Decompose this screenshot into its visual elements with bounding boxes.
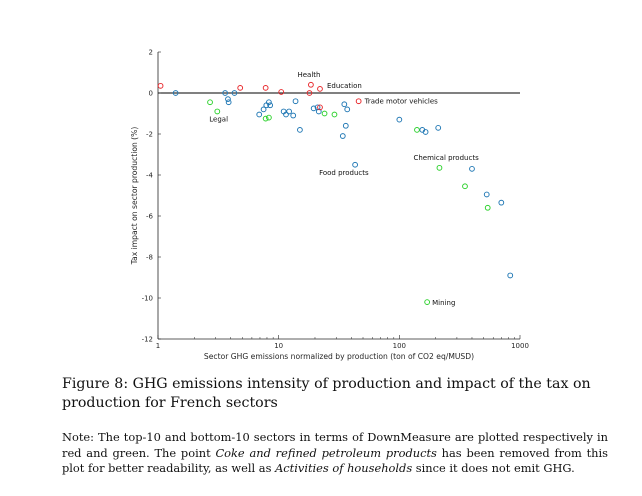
figure-caption: Figure 8: GHG emissions intensity of pro… xyxy=(62,376,591,411)
y-tick-label: -4 xyxy=(146,172,154,180)
data-point-bottom10 xyxy=(331,111,338,118)
data-point-bottom10 xyxy=(266,114,272,121)
note-emphasis-1: Coke and refined petroleum products xyxy=(215,445,437,460)
data-point-other xyxy=(483,191,490,198)
y-tick-label: -10 xyxy=(142,295,153,303)
x-tick-label: 1 xyxy=(156,342,160,350)
data-point-bottom10 xyxy=(207,99,213,106)
annotation-label: Legal xyxy=(209,115,228,123)
data-point-top10 xyxy=(306,90,313,96)
note-text-3: since it does not emit GHG. xyxy=(412,461,575,475)
data-point-other xyxy=(286,108,292,115)
note-emphasis-2: Activities of households xyxy=(275,461,413,475)
data-point-other xyxy=(256,111,263,118)
data-point-bottom10 xyxy=(484,204,491,211)
data-point-other xyxy=(498,199,505,206)
x-tick-label: 1000 xyxy=(511,342,529,350)
annotation-label: Mining xyxy=(432,299,455,307)
data-point-other xyxy=(469,165,475,172)
data-point-other xyxy=(435,124,442,131)
data-point-bottom10 xyxy=(414,127,420,133)
data-point-other xyxy=(344,106,351,113)
note-text-1: Note: The top-10 and bottom-10 sectors i… xyxy=(62,430,608,460)
data-point-other xyxy=(267,102,274,109)
data-point-other xyxy=(260,106,267,113)
annotation-label: Education xyxy=(327,82,362,90)
data-point-bottom10 xyxy=(214,108,221,115)
y-tick-label: -2 xyxy=(146,131,153,139)
data-point-other xyxy=(225,96,231,103)
annotation-label: Trade motor vehicles xyxy=(364,98,439,106)
data-point-bottom10 xyxy=(321,110,328,117)
data-points xyxy=(157,81,514,305)
data-point-other xyxy=(231,90,238,96)
data-point-top10 xyxy=(157,82,164,89)
scatter-chart: 2 0 -2 -4 -6 -8 -10 -121 10 100 1000 Sector GHG emi… xyxy=(130,49,529,362)
y-tick-label: -12 xyxy=(142,336,153,344)
data-point-other xyxy=(352,161,358,168)
data-point-other xyxy=(283,111,289,118)
data-point-bottom10 xyxy=(436,164,443,171)
data-point-top10 xyxy=(262,84,269,91)
data-point-other xyxy=(342,122,349,129)
data-point-other xyxy=(297,127,303,133)
annotation-label: Health xyxy=(297,71,320,79)
x-tick-label: 100 xyxy=(393,342,406,350)
data-point-other xyxy=(290,112,297,119)
y-axis-label: Tax impact on sector production (%) xyxy=(130,127,139,266)
annotation-label: Chemical products xyxy=(413,154,479,162)
x-axis-label: Sector GHG emissions normalized by produ… xyxy=(204,352,474,361)
data-point-other xyxy=(225,99,232,106)
data-point-other xyxy=(422,129,429,135)
data-point-other xyxy=(396,116,403,123)
data-point-other xyxy=(222,90,229,96)
data-point-other xyxy=(292,98,299,105)
data-point-top10 xyxy=(237,84,244,91)
data-point-bottom10 xyxy=(462,183,468,190)
data-point-top10 xyxy=(317,104,323,111)
data-point-other xyxy=(507,272,514,279)
data-point-bottom10 xyxy=(262,115,269,122)
data-point-other xyxy=(310,105,317,112)
y-tick-label: 2 xyxy=(149,49,153,57)
y-tick-label: -8 xyxy=(146,254,153,262)
data-point-bottom10 xyxy=(424,299,431,305)
data-point-other xyxy=(172,90,179,96)
axes: 2 0 -2 -4 -6 -8 -10 -121 10 100 1000 Sector GHG emi… xyxy=(130,49,529,362)
y-tick-label: 0 xyxy=(149,90,153,98)
figure-note: Note: The top-10 and bottom-10 sectors i… xyxy=(62,430,608,477)
data-point-top10 xyxy=(317,86,323,92)
data-point-top10 xyxy=(308,81,314,88)
note-text-2: has been removed from this plot for bett… xyxy=(62,445,608,476)
data-point-top10 xyxy=(355,98,362,105)
annotation-label: Food products xyxy=(319,169,369,177)
y-tick-label: -6 xyxy=(146,213,154,221)
x-tick-label: 10 xyxy=(274,342,283,350)
data-point-other xyxy=(341,101,348,108)
data-point-other xyxy=(266,99,272,106)
data-point-top10 xyxy=(278,89,285,95)
data-point-other xyxy=(339,133,346,139)
